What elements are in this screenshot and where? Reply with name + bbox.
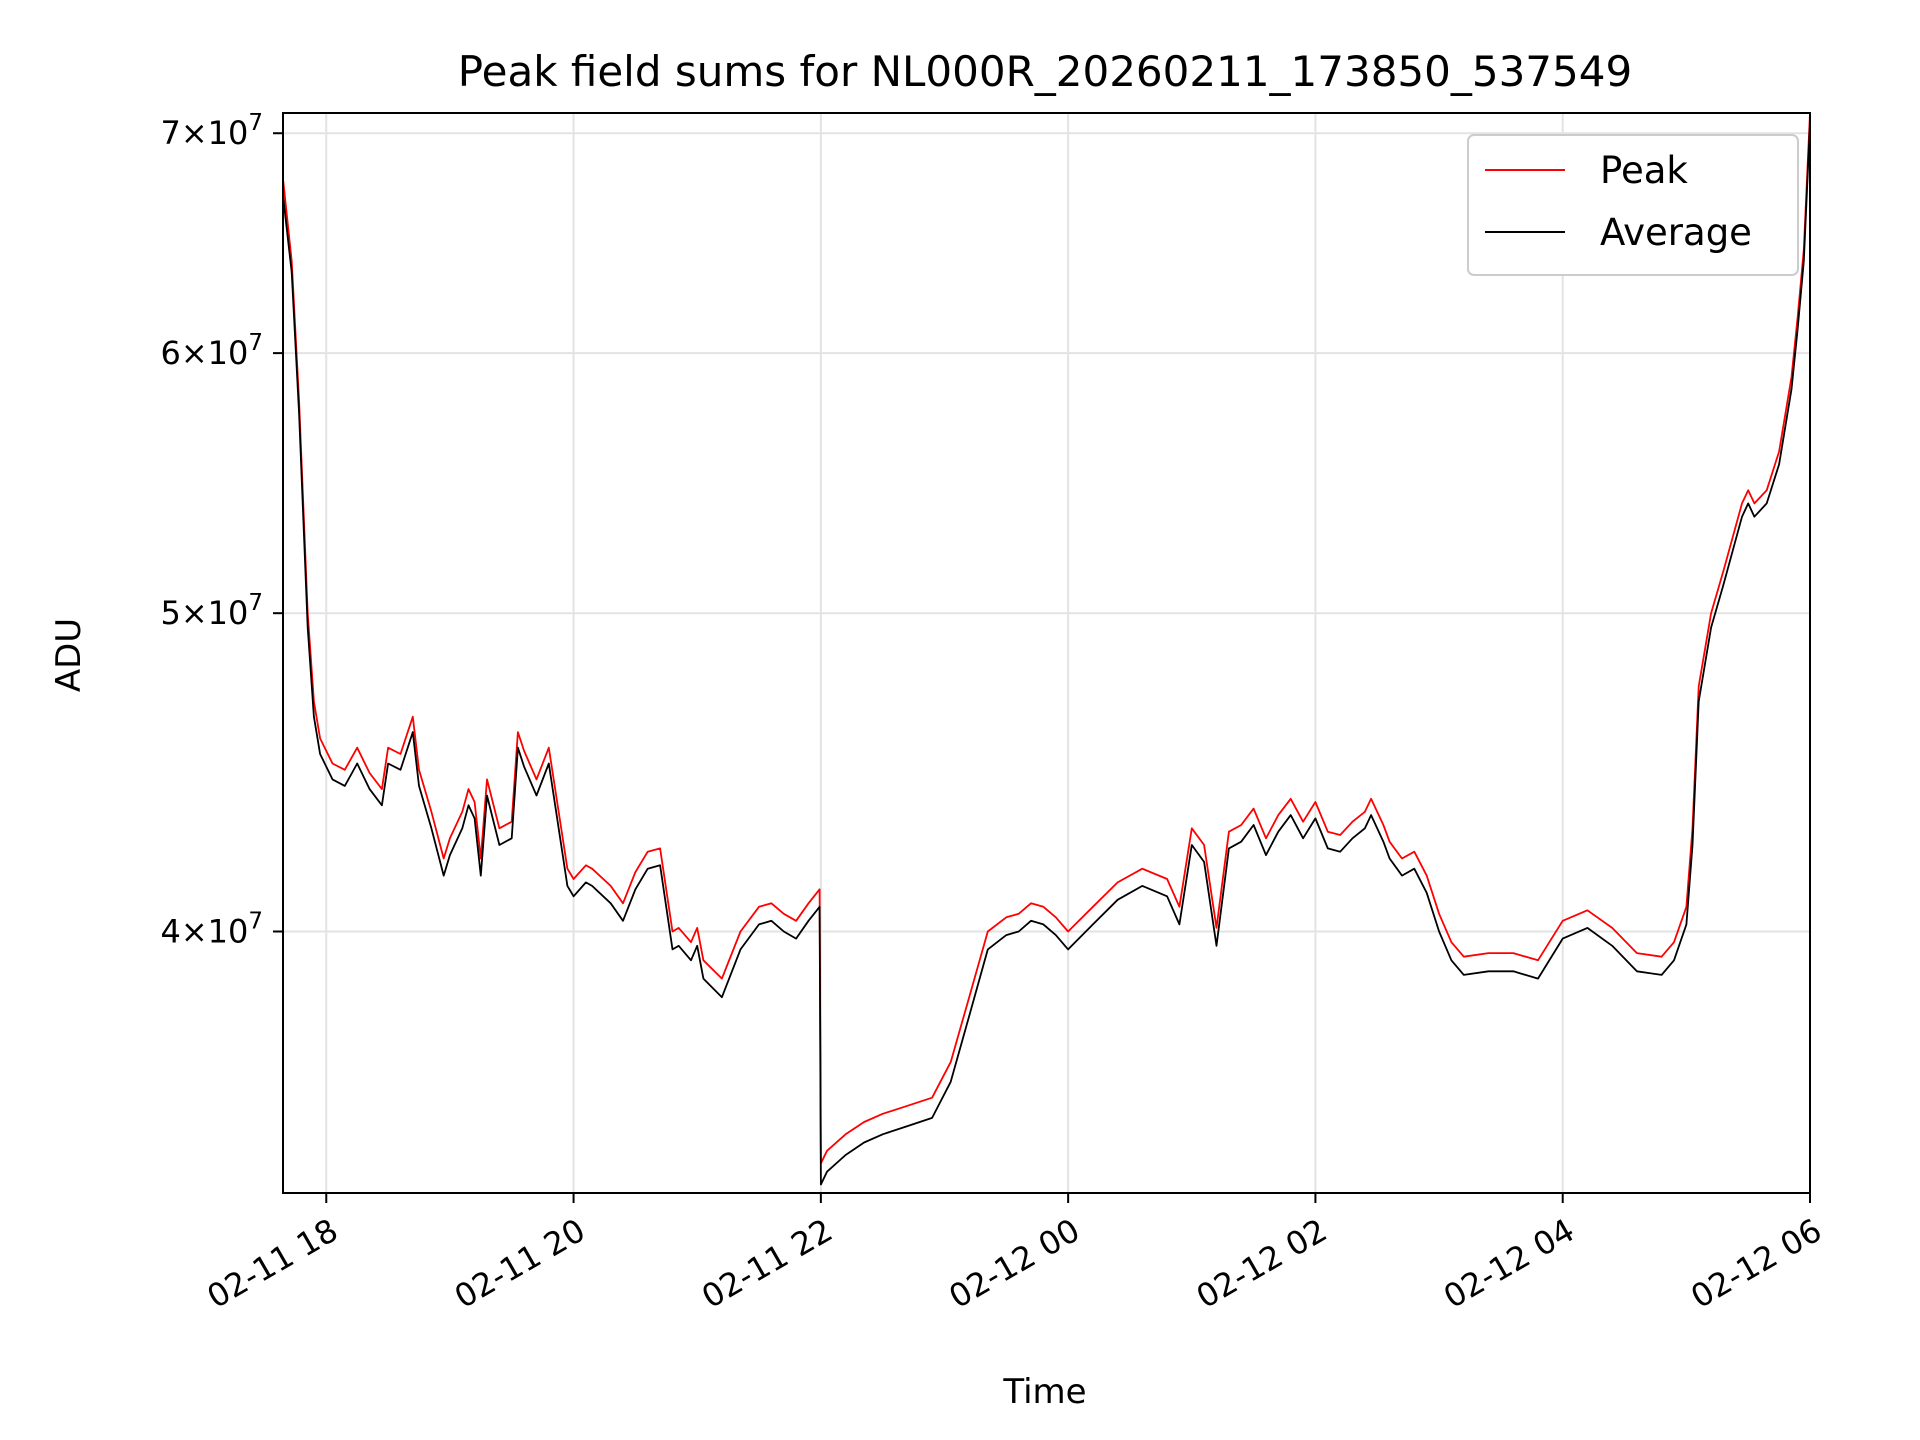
chart-title: Peak field sums for NL000R_20260211_1738… xyxy=(458,47,1632,96)
x-axis-label: Time xyxy=(1002,1372,1086,1412)
series-line-average xyxy=(282,123,1811,1186)
y-tick-label: 4×107 xyxy=(160,908,263,950)
y-tick-label: 6×107 xyxy=(160,330,263,372)
series-line-peak xyxy=(282,112,1811,1165)
y-tick-label: 7×107 xyxy=(160,110,263,152)
y-axis-label: ADU xyxy=(49,618,89,692)
plot-frame xyxy=(282,112,1811,1194)
series-layer xyxy=(282,112,1811,1186)
legend: Peak Average xyxy=(1467,134,1799,276)
grid-layer xyxy=(283,113,1811,1193)
legend-label-peak: Peak xyxy=(1600,149,1688,192)
y-tick-label: 5×107 xyxy=(160,590,263,632)
legend-label-average: Average xyxy=(1600,211,1752,254)
